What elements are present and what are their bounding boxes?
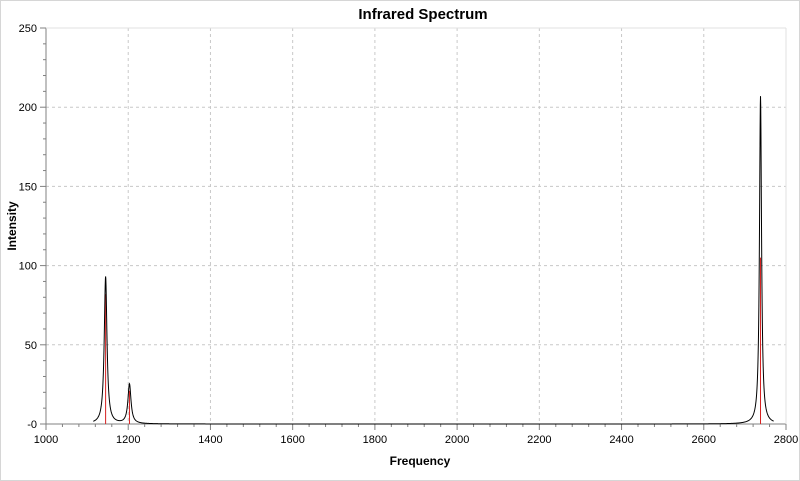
- x-tick-label: 1800: [363, 434, 387, 446]
- y-axis-label: Intensity: [5, 201, 19, 251]
- y-tick-label: 150: [19, 181, 37, 193]
- x-tick-label: 2400: [609, 434, 633, 446]
- y-tick-label: -0: [27, 419, 37, 431]
- spectrum-line: [93, 96, 774, 425]
- x-tick-label: 2200: [527, 434, 551, 446]
- x-tick-label: 2600: [692, 434, 716, 446]
- x-axis-label: Frequency: [390, 454, 451, 468]
- x-tick-label: 2000: [445, 434, 469, 446]
- chart-title: Infrared Spectrum: [358, 6, 487, 23]
- y-tick-label: 50: [25, 340, 37, 352]
- y-tick-label: 100: [19, 261, 37, 273]
- x-tick-label: 1000: [34, 434, 58, 446]
- y-tick-label: 200: [19, 102, 37, 114]
- x-tick-label: 2800: [774, 434, 798, 446]
- y-tick-label: 250: [19, 23, 37, 35]
- x-tick-label: 1600: [280, 434, 304, 446]
- plot-area: [46, 28, 786, 424]
- x-tick-label: 1400: [198, 434, 222, 446]
- x-tick-label: 1200: [116, 434, 140, 446]
